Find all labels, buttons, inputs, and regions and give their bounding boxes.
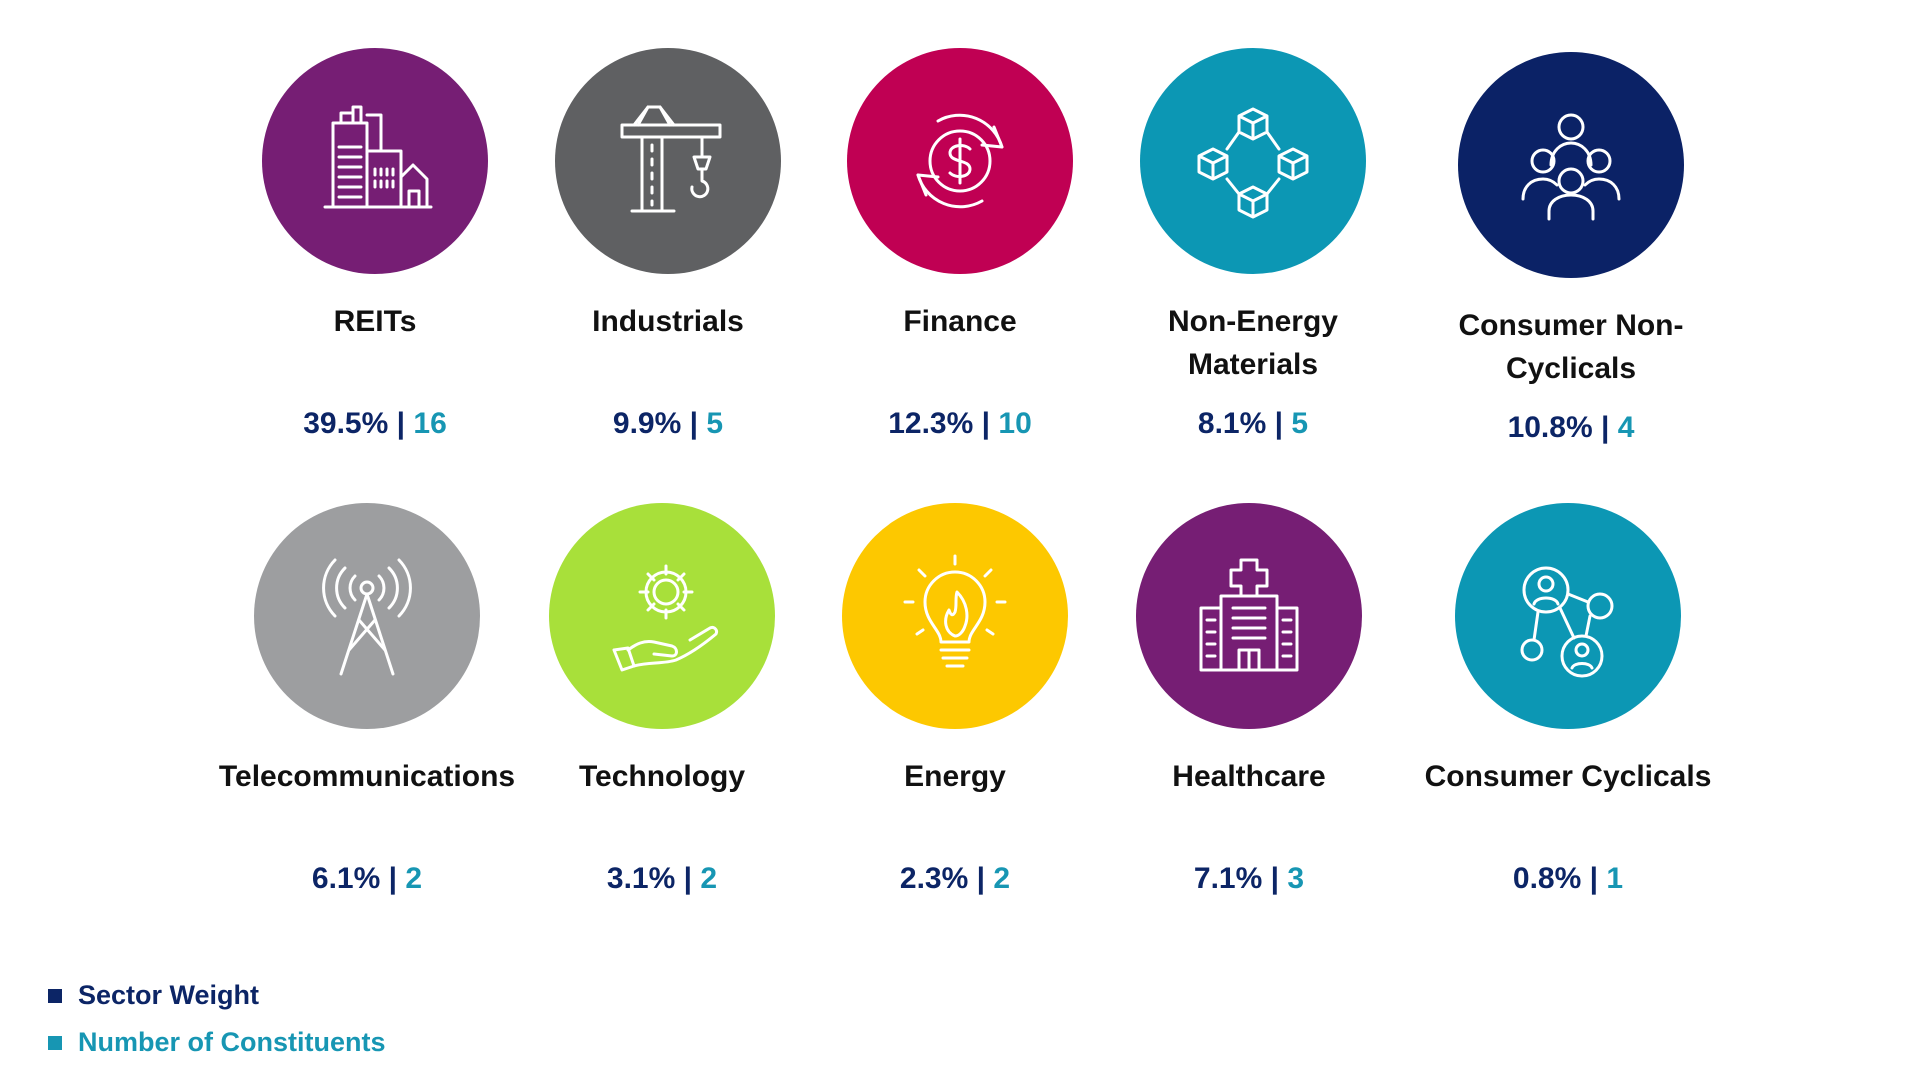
people-network-icon [1520,566,1614,678]
constituent-count: 5 [1291,407,1309,440]
sector-weight: 10.8% [1507,411,1593,444]
sector-weight: 12.3% [888,407,974,440]
sector-circle [1455,503,1681,729]
stat-separator: | [683,862,693,895]
sector-stats: 0.8% | 1 [1418,861,1718,897]
sector-stats: 2.3% | 2 [805,861,1105,897]
sector-stats: 10.8% | 4 [1421,410,1721,446]
constituent-count: 2 [405,862,423,895]
sector-weight: 39.5% [303,407,389,440]
legend-item-number-of-constituents: Number of Constituents [48,1019,386,1066]
legend-label: Sector Weight [78,980,260,1010]
sector-name: Telecommunications [218,760,516,793]
stat-separator: | [981,407,991,440]
stat-separator: | [388,862,398,895]
sector-name: Technology [578,760,746,793]
sector-stats: 8.1% | 5 [1103,406,1403,442]
constituent-count: 5 [706,407,724,440]
lightbulb-flame-icon [903,554,1007,668]
cubes-network-icon [1197,107,1309,219]
sector-circle [842,503,1068,729]
sector-card-consumer-cyclicals: Consumer Cyclicals 0.8% | 1 [1418,503,1718,897]
crane-icon [620,105,722,213]
stat-separator: | [1600,411,1610,444]
sector-card-healthcare: Healthcare 7.1% | 3 [1099,503,1399,897]
sector-name: Consumer Cyclicals [1424,760,1712,793]
legend-label: Number of Constituents [78,1027,386,1057]
sector-weight: 9.9% [612,407,682,440]
sector-circle [555,48,781,274]
sector-stats: 9.9% | 5 [518,406,818,442]
constituent-count: 3 [1287,862,1305,895]
sector-circle [549,503,775,729]
sector-card-reits: REITs 39.5% | 16 [225,48,525,442]
sector-weight: 6.1% [311,862,381,895]
sector-name: Healthcare [1172,760,1326,793]
stat-separator: | [396,407,406,440]
sector-stats: 39.5% | 16 [225,406,525,442]
sector-circle [1136,503,1362,729]
stat-separator: | [1274,407,1284,440]
sector-weight: 2.3% [899,862,969,895]
dollar-cycle-icon [916,113,1004,209]
legend-swatch [48,1035,62,1050]
sector-card-industrials: Industrials 9.9% | 5 [518,48,818,442]
sector-weight: 0.8% [1512,862,1582,895]
hospital-icon [1199,558,1299,672]
legend-item-sector-weight: Sector Weight [48,972,386,1019]
constituent-count: 1 [1606,862,1624,895]
constituent-count: 4 [1617,411,1635,444]
stat-separator: | [1270,862,1280,895]
people-group-icon [1521,113,1621,221]
sector-name: Finance [903,305,1017,338]
sector-name: Non-Energy Materials [1167,305,1338,381]
sector-stats: 7.1% | 3 [1099,861,1399,897]
sector-circle [1140,48,1366,274]
sector-name: REITs [333,305,417,338]
sector-weight: 3.1% [606,862,676,895]
sector-stats: 12.3% | 10 [810,406,1110,442]
sector-name: Consumer Non-Cyclicals [1458,309,1684,385]
sector-grid: REITs 39.5% | 16 Industrials 9.9% | [217,48,1721,897]
stat-separator: | [1589,862,1599,895]
sector-weight: 7.1% [1193,862,1263,895]
sector-card-non-energy-materials: Non-Energy Materials 8.1% | 5 [1103,48,1403,442]
constituent-count: 16 [413,407,447,440]
sector-name: Energy [904,760,1006,793]
sector-circle [262,48,488,274]
sector-card-finance: Finance 12.3% | 10 [810,48,1110,442]
legend-swatch [48,988,62,1003]
antenna-tower-icon [322,558,412,676]
sector-circle [1458,52,1684,278]
sector-name: Industrials [592,305,744,338]
sector-stats: 6.1% | 2 [217,861,517,897]
sector-stats: 3.1% | 2 [512,861,812,897]
constituent-count: 10 [998,407,1032,440]
constituent-count: 2 [993,862,1011,895]
gear-hand-icon [612,564,718,672]
sector-circle [254,503,480,729]
sector-circle [847,48,1073,274]
buildings-icon [323,105,433,209]
sector-card-consumer-non-cyclicals: Consumer Non-Cyclicals 10.8% | 4 [1421,52,1721,446]
stat-separator: | [976,862,986,895]
sector-card-technology: Technology 3.1% | 2 [512,503,812,897]
sector-card-energy: Energy 2.3% | 2 [805,503,1105,897]
stat-separator: | [689,407,699,440]
legend: Sector Weight Number of Constituents [48,972,386,1066]
sector-card-telecommunications: Telecommunications 6.1% | 2 [217,503,517,897]
sector-weight: 8.1% [1197,407,1267,440]
constituent-count: 2 [700,862,718,895]
